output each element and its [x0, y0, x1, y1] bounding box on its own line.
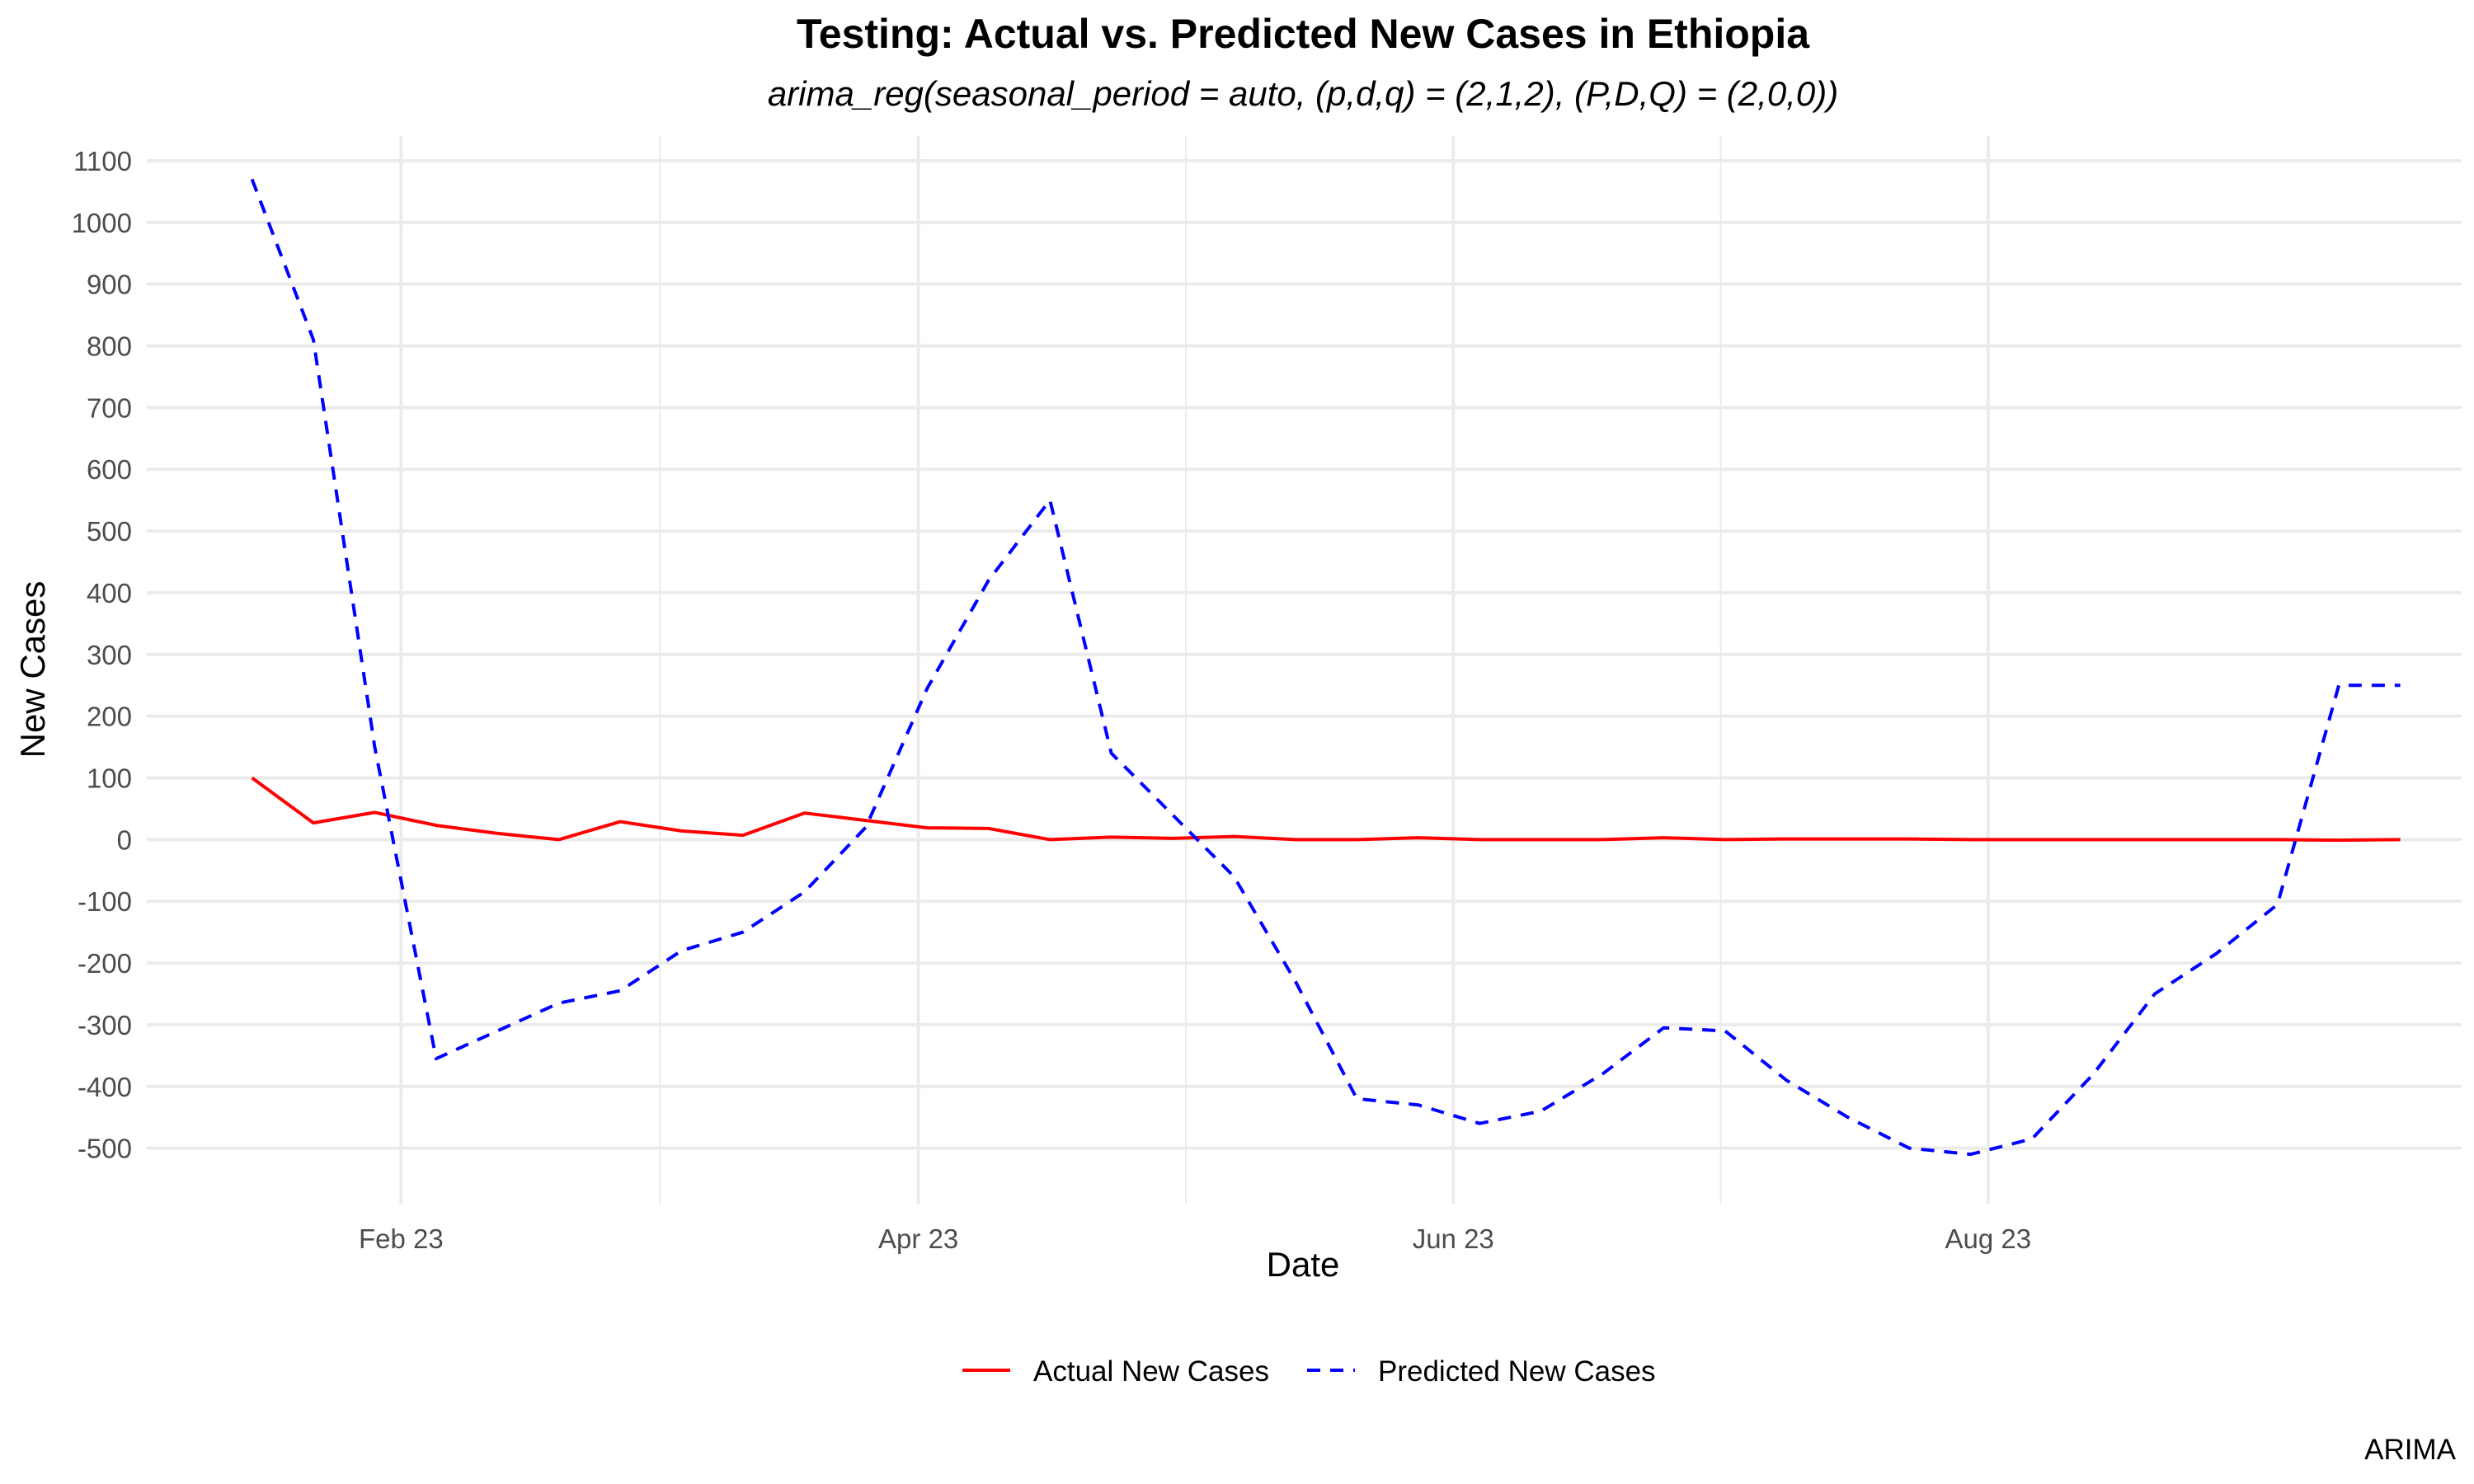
y-tick-label: -500: [78, 1134, 132, 1164]
y-tick-label: 1100: [73, 146, 132, 176]
y-tick-label: 600: [87, 454, 132, 485]
chart-subtitle: arima_reg(seasonal_period = auto, (p,d,q…: [768, 74, 1838, 113]
y-tick-label: 1000: [72, 208, 132, 238]
x-axis-ticks: Feb 23 Apr 23 Jun 23 Aug 23: [359, 1223, 2031, 1254]
y-tick-label: -200: [78, 948, 132, 979]
y-tick-label: 900: [87, 270, 132, 300]
y-tick-label: 700: [87, 392, 132, 423]
y-tick-label: 500: [87, 516, 132, 547]
grid: [147, 136, 2462, 1204]
chart-title: Testing: Actual vs. Predicted New Cases …: [797, 11, 1810, 57]
legend-label-actual: Actual New Cases: [1033, 1355, 1269, 1388]
y-tick-label: -300: [78, 1010, 132, 1040]
x-tick-label: Feb 23: [359, 1223, 444, 1254]
y-tick-label: 400: [87, 578, 132, 608]
x-tick-label: Apr 23: [878, 1223, 958, 1254]
legend-label-predicted: Predicted New Cases: [1378, 1355, 1656, 1388]
y-axis-title: New Cases: [13, 581, 52, 758]
x-axis-title: Date: [1267, 1245, 1340, 1284]
y-axis-ticks: 110010009008007006005004003002001000-100…: [72, 146, 132, 1164]
y-tick-label: 0: [117, 824, 132, 855]
y-tick-label: 300: [87, 640, 132, 670]
chart-caption: ARIMA: [2364, 1434, 2457, 1466]
x-tick-label: Jun 23: [1413, 1223, 1494, 1254]
legend: Actual New Cases Predicted New Cases: [962, 1355, 1656, 1388]
x-tick-label: Aug 23: [1945, 1223, 2032, 1254]
y-tick-label: 100: [87, 763, 132, 793]
series-line-predicted: [250, 178, 2401, 1157]
y-tick-label: 800: [87, 331, 132, 362]
series-line-actual: [251, 776, 2401, 843]
y-tick-label: -100: [78, 886, 132, 917]
y-tick-label: 200: [87, 702, 132, 732]
series-lines: [250, 178, 2401, 1157]
y-tick-label: -400: [78, 1072, 132, 1102]
